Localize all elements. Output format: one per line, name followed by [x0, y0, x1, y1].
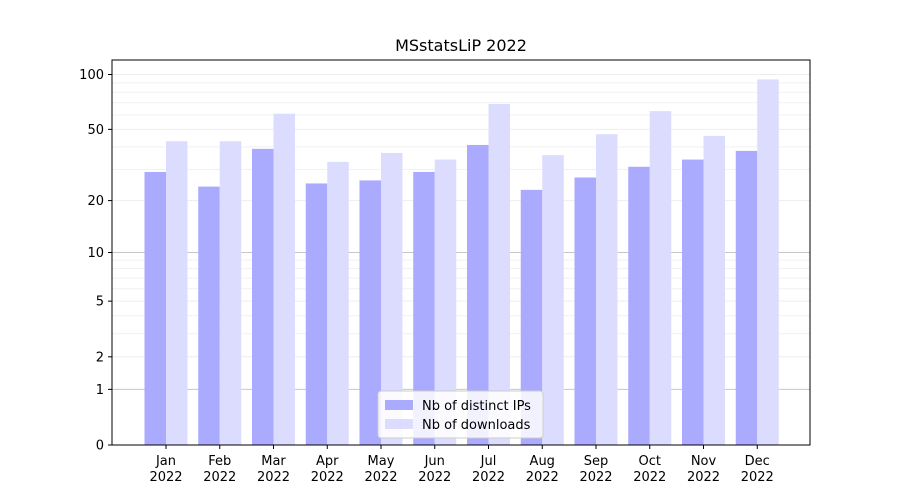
x-tick-label: Jun 2022 — [418, 454, 451, 485]
y-tick-label: 50 — [87, 123, 104, 138]
y-tick-label: 10 — [87, 246, 104, 261]
bar-distinct-ips — [520, 189, 543, 445]
y-tick-label: 1 — [96, 383, 104, 398]
bar-distinct-ips — [467, 144, 489, 445]
bar-distinct-ips — [144, 171, 166, 445]
y-tick-label: 100 — [79, 68, 104, 83]
bar-downloads — [381, 152, 403, 445]
bar-downloads — [649, 111, 672, 445]
bar-distinct-ips — [359, 180, 381, 446]
bar-downloads — [166, 141, 188, 446]
legend-swatch — [385, 419, 413, 429]
x-tick-label: Mar 2022 — [257, 454, 290, 485]
x-tick-label: Oct 2022 — [633, 454, 666, 485]
bar-distinct-ips — [682, 159, 704, 445]
chart-title: MSstatsLiP 2022 — [395, 36, 527, 55]
bar-downloads — [273, 113, 295, 446]
x-tick-label: Jul 2022 — [472, 454, 505, 485]
y-tick-label: 0 — [96, 439, 104, 454]
legend-label: Nb of downloads — [422, 418, 531, 433]
x-tick-label: Sep 2022 — [579, 454, 612, 485]
x-tick-label: May 2022 — [364, 454, 397, 485]
y-axis: 0 1 2 5 10 20 50 100 — [79, 68, 112, 454]
legend-swatch — [385, 400, 413, 410]
bar-downloads — [542, 155, 564, 446]
bar-downloads — [596, 134, 618, 445]
bar-distinct-ips — [628, 166, 650, 446]
y-tick-label: 20 — [87, 194, 104, 209]
x-tick-label: Nov 2022 — [687, 454, 720, 485]
bar-distinct-ips — [413, 171, 435, 445]
x-tick-label: Dec 2022 — [741, 454, 774, 485]
y-tick-label: 2 — [96, 350, 104, 365]
x-axis: Jan 2022 Feb 2022 Mar 2022 Apr 2022 May 2022 Jun 20… — [149, 445, 774, 485]
bars — [144, 79, 779, 446]
bar-downloads — [488, 103, 510, 446]
bar-downloads — [703, 135, 725, 445]
legend: Nb of distinct IPs Nb of downloads — [377, 390, 544, 439]
x-tick-label: Feb 2022 — [203, 454, 236, 485]
bar-downloads — [757, 79, 779, 445]
bar-downloads — [434, 159, 457, 445]
bar-downloads — [327, 161, 349, 445]
y-tick-label: 5 — [96, 295, 104, 310]
bar-distinct-ips — [252, 148, 274, 445]
bar-distinct-ips — [574, 177, 596, 445]
bar-distinct-ips — [735, 150, 758, 445]
legend-label: Nb of distinct IPs — [422, 399, 531, 414]
x-tick-label: Apr 2022 — [311, 454, 344, 485]
bar-distinct-ips — [305, 183, 328, 445]
x-tick-label: Aug 2022 — [526, 454, 559, 485]
bar-downloads — [219, 141, 242, 446]
x-tick-label: Jan 2022 — [149, 454, 182, 485]
bar-distinct-ips — [198, 186, 220, 445]
legend-box — [377, 390, 544, 439]
